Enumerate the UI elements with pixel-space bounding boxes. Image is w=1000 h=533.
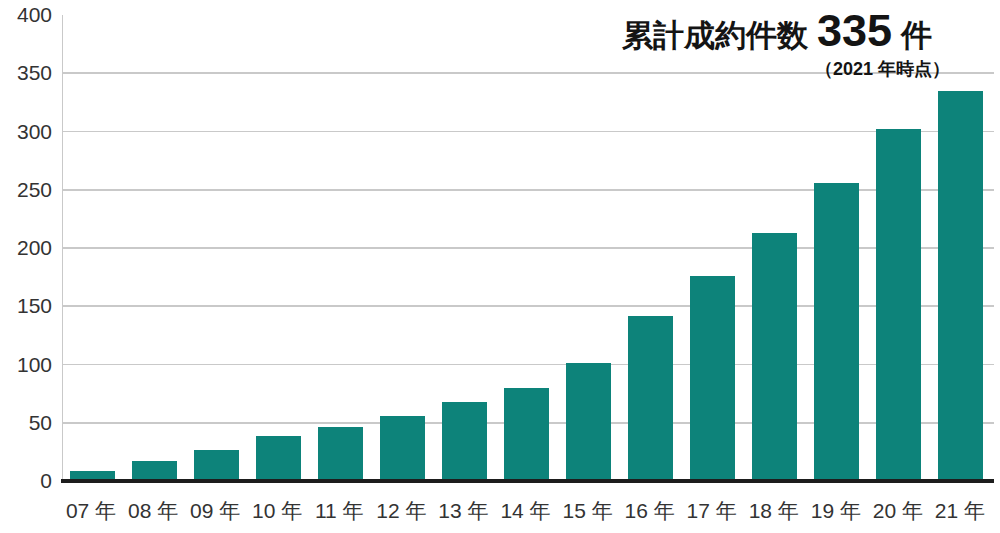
x-tick-label: 07 年: [66, 497, 116, 525]
plot-area: [62, 15, 994, 481]
bar-19年: [814, 183, 859, 481]
x-tick-label: 20 年: [873, 497, 923, 525]
x-tick-label: 14 年: [500, 497, 550, 525]
y-tick-label: 0: [0, 468, 52, 494]
y-tick-label: 200: [0, 235, 52, 261]
gridline-300: [63, 131, 994, 133]
bar-chart: 累計成約件数 335 件 （2021 年時点） 0 50 100 150 200 250 300…: [0, 0, 1000, 533]
x-tick-label: 11 年: [315, 497, 364, 525]
bar-11年: [318, 427, 363, 481]
bar-12年: [380, 416, 425, 481]
chart-subtitle: （2021 年時点）: [815, 57, 950, 81]
x-tick-label: 09 年: [190, 497, 240, 525]
bar-10年: [256, 436, 301, 481]
x-tick-label: 13 年: [438, 497, 488, 525]
x-tick-label: 19 年: [811, 497, 861, 525]
y-tick-label: 300: [0, 119, 52, 145]
bar-15年: [566, 363, 611, 481]
chart-title-text: 累計成約件数: [622, 18, 808, 53]
chart-title: 累計成約件数 335 件: [622, 8, 932, 53]
y-tick-label: 350: [0, 60, 52, 86]
x-tick-label: 12 年: [376, 497, 426, 525]
x-tick-label: 17 年: [687, 497, 737, 525]
bar-20年: [876, 129, 921, 481]
y-tick-label: 250: [0, 177, 52, 203]
bar-18年: [752, 233, 797, 481]
x-tick-label: 21 年: [935, 497, 985, 525]
bar-13年: [442, 402, 487, 481]
bar-09年: [194, 450, 239, 481]
y-tick-label: 50: [0, 410, 52, 436]
x-tick-label: 18 年: [749, 497, 799, 525]
x-tick-label: 16 年: [625, 497, 675, 525]
chart-title-unit: 件: [901, 18, 932, 53]
y-tick-label: 100: [0, 352, 52, 378]
y-tick-label: 400: [0, 2, 52, 28]
x-tick-label: 10 年: [252, 497, 302, 525]
x-axis-line: [61, 479, 994, 483]
bar-16年: [628, 316, 673, 481]
bar-08年: [132, 461, 177, 481]
bar-14年: [504, 388, 549, 481]
bar-17年: [690, 276, 735, 481]
y-tick-label: 150: [0, 293, 52, 319]
x-tick-label: 15 年: [562, 497, 612, 525]
x-tick-label: 08 年: [128, 497, 178, 525]
chart-title-value: 335: [817, 5, 892, 56]
bar-21年: [938, 91, 983, 481]
